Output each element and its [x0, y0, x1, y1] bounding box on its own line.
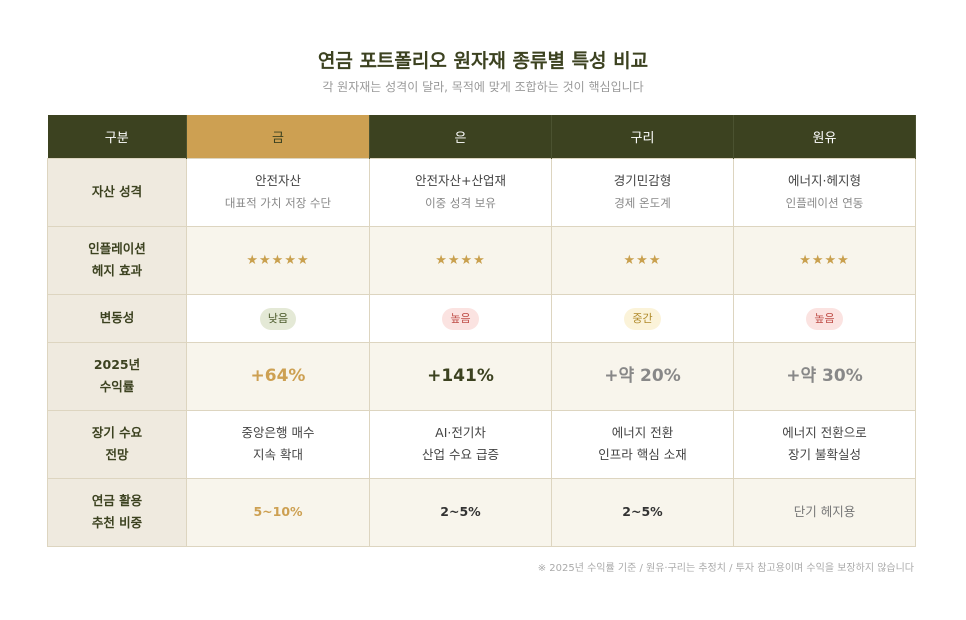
row-label-line2: 추천 비중: [91, 515, 143, 530]
cell-silver: ★★★★: [369, 225, 552, 295]
cell-copper: ★★★: [551, 225, 734, 295]
weight-value: 단기 헤지용: [793, 504, 856, 519]
cell-copper: 2~5%: [551, 477, 734, 547]
outlook-line1: 에너지 전환: [611, 425, 674, 440]
nature-main: 안전자산: [254, 173, 301, 188]
row-label-line1: 연금 활용: [91, 493, 143, 508]
nature-sub: 대표적 가치 저장 수단: [224, 196, 332, 210]
footnote: ※ 2025년 수익률 기준 / 원유·구리는 추정치 / 투자 참고용이며 수…: [537, 563, 914, 574]
cell-oil: 높음: [733, 293, 916, 343]
cell-oil: 단기 헤지용: [733, 477, 916, 547]
return-value: +약 20%: [604, 365, 681, 386]
volatility-badge: 낮음: [259, 307, 297, 330]
row-label-line1: 인플레이션: [88, 241, 146, 256]
cell-gold: 5~10%: [186, 477, 370, 547]
header-gold: 금: [186, 115, 370, 158]
star-rating-icon: ★★★★: [435, 252, 486, 268]
cell-gold: ★★★★★: [186, 225, 370, 295]
row-label-line1: 2025년: [93, 357, 141, 372]
outlook-line2: 장기 불확실성: [788, 447, 861, 462]
cell-oil: +약 30%: [733, 341, 916, 411]
nature-sub: 경제 온도계: [614, 196, 671, 210]
header-silver: 은: [369, 115, 552, 158]
header-copper: 구리: [551, 115, 734, 158]
nature-sub: 이중 성격 보유: [425, 196, 496, 210]
row-label-line1: 장기 수요: [91, 425, 143, 440]
star-rating-icon: ★★★★: [799, 252, 850, 268]
outlook-line2: 산업 수요 급증: [422, 447, 499, 462]
outlook-line2: 지속 확대: [253, 447, 303, 462]
header-oil: 원유: [733, 115, 916, 158]
row-label: 변동성: [99, 310, 135, 325]
cell-copper: 중간: [551, 293, 734, 343]
cell-silver: 2~5%: [369, 477, 552, 547]
row-outlook: 장기 수요 전망 중앙은행 매수 지속 확대 AI·전기차 산업 수요 급증 에너지 전환 인…: [47, 409, 916, 479]
cell-silver: 높음: [369, 293, 552, 343]
page-title: 연금 포트폴리오 원자재 종류별 특성 비교: [317, 50, 649, 72]
nature-main: 에너지·헤지형: [788, 173, 861, 188]
star-rating-icon: ★★★: [623, 252, 662, 268]
row-nature: 자산 성격 안전자산 대표적 가치 저장 수단 안전자산+산업재 이중 성격 보유 경기민…: [47, 157, 916, 227]
outlook-line2: 인프라 핵심 소재: [598, 447, 687, 462]
row-hedge: 인플레이션 헤지 효과 ★★★★★ ★★★★ ★★★ ★★★★: [47, 225, 916, 295]
row-label-line2: 수익률: [99, 379, 135, 394]
nature-main: 경기민감형: [613, 173, 672, 188]
cell-gold: 낮음: [186, 293, 370, 343]
weight-value: 2~5%: [622, 504, 663, 519]
header-category: 구분: [47, 115, 187, 158]
weight-value: 5~10%: [253, 504, 303, 519]
cell-copper: +약 20%: [551, 341, 734, 411]
outlook-line1: 에너지 전환으로: [782, 425, 867, 440]
star-rating-icon: ★★★★★: [246, 252, 310, 268]
cell-gold: +64%: [186, 341, 370, 411]
nature-sub: 인플레이션 연동: [785, 196, 864, 210]
row-label: 자산 성격: [91, 184, 143, 199]
outlook-line1: 중앙은행 매수: [241, 425, 315, 440]
return-value: +약 30%: [786, 365, 863, 386]
page-subtitle: 각 원자재는 성격이 달라, 목적에 맞게 조합하는 것이 핵심입니다: [322, 80, 644, 94]
row-label-line2: 헤지 효과: [91, 263, 143, 278]
return-value: +64%: [250, 365, 306, 386]
return-value: +141%: [427, 365, 494, 386]
weight-value: 2~5%: [440, 504, 481, 519]
nature-main: 안전자산+산업재: [415, 173, 506, 188]
row-label-line2: 전망: [105, 447, 129, 462]
cell-oil: ★★★★: [733, 225, 916, 295]
outlook-line1: AI·전기차: [435, 425, 486, 440]
comparison-table: 구분 금 은 구리 원유 자산 성격 안전자산 대표적 가치 저장 수단 안전자산+산…: [47, 115, 916, 547]
volatility-badge: 높음: [442, 307, 479, 330]
volatility-badge: 중간: [624, 307, 661, 330]
cell-silver: +141%: [369, 341, 552, 411]
volatility-badge: 높음: [806, 307, 843, 330]
row-volatility: 변동성 낮음 높음 중간 높음: [47, 293, 916, 343]
